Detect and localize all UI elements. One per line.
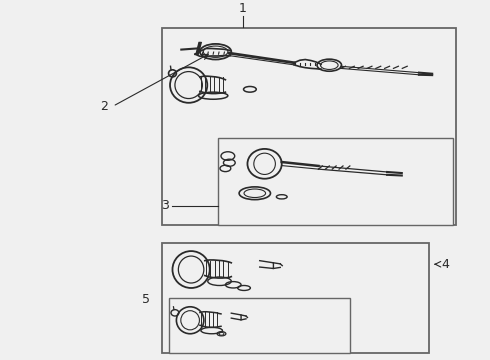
Text: 3: 3	[161, 199, 169, 212]
Bar	[162, 243, 429, 353]
Text: 4: 4	[441, 258, 449, 271]
Text: 1: 1	[239, 2, 246, 15]
Bar	[218, 138, 453, 225]
Bar	[169, 298, 350, 353]
Text: 2: 2	[100, 100, 108, 113]
Text: 5: 5	[143, 293, 150, 306]
Bar	[162, 28, 456, 225]
